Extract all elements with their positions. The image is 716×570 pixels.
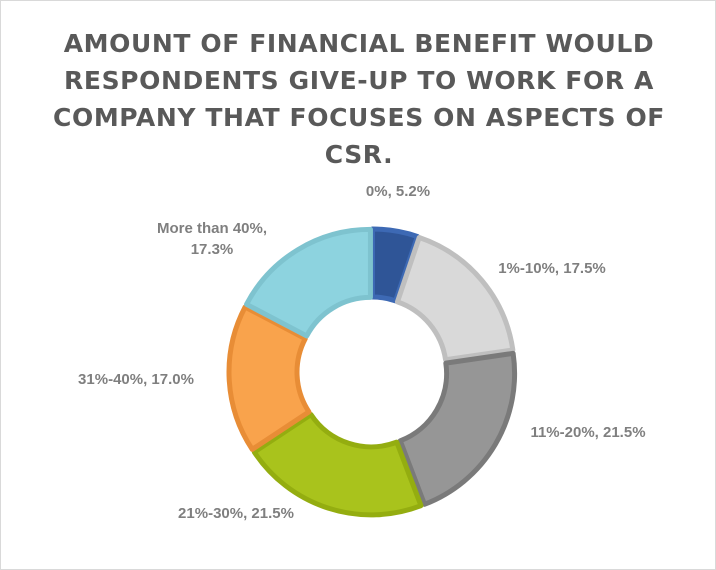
data-label-line: 11%-20%, 21.5% (530, 424, 645, 441)
data-label-line: More than 40%, (157, 220, 267, 237)
data-label-5: More than 40%, 17.3% (157, 220, 267, 258)
data-label-line: 31%-40%, 17.0% (78, 371, 194, 388)
data-label-3: 21%-30%, 21.5% (178, 505, 294, 522)
chart-title-line: AMOUNT OF FINANCIAL BENEFIT WOULD (63, 29, 655, 58)
donut-slice-1 (394, 234, 516, 363)
data-label-line: 1%-10%, 17.5% (498, 260, 606, 277)
donut-slice-3 (251, 412, 424, 518)
data-label-line: 0%, 5.2% (366, 183, 430, 200)
donut-slice-5 (244, 226, 373, 339)
donut-hole (301, 301, 443, 443)
data-label-line: 21%-30%, 21.5% (178, 505, 294, 522)
data-label-4: 31%-40%, 17.0% (78, 371, 194, 388)
data-label-0: 0%, 5.2% (366, 183, 430, 200)
chart-title: AMOUNT OF FINANCIAL BENEFIT WOULD RESPON… (41, 25, 677, 173)
data-label-line: 17.3% (191, 241, 234, 258)
chart-title-line: CSR. (324, 140, 394, 169)
donut-slice-2 (397, 350, 518, 507)
donut-slice-4 (226, 304, 312, 452)
data-label-1: 1%-10%, 17.5% (498, 260, 606, 277)
data-label-2: 11%-20%, 21.5% (530, 424, 645, 441)
chart-title-line: COMPANY THAT FOCUSES ON ASPECTS OF (53, 103, 665, 132)
chart-title-line: RESPONDENTS GIVE-UP TO WORK FOR A (64, 66, 654, 95)
